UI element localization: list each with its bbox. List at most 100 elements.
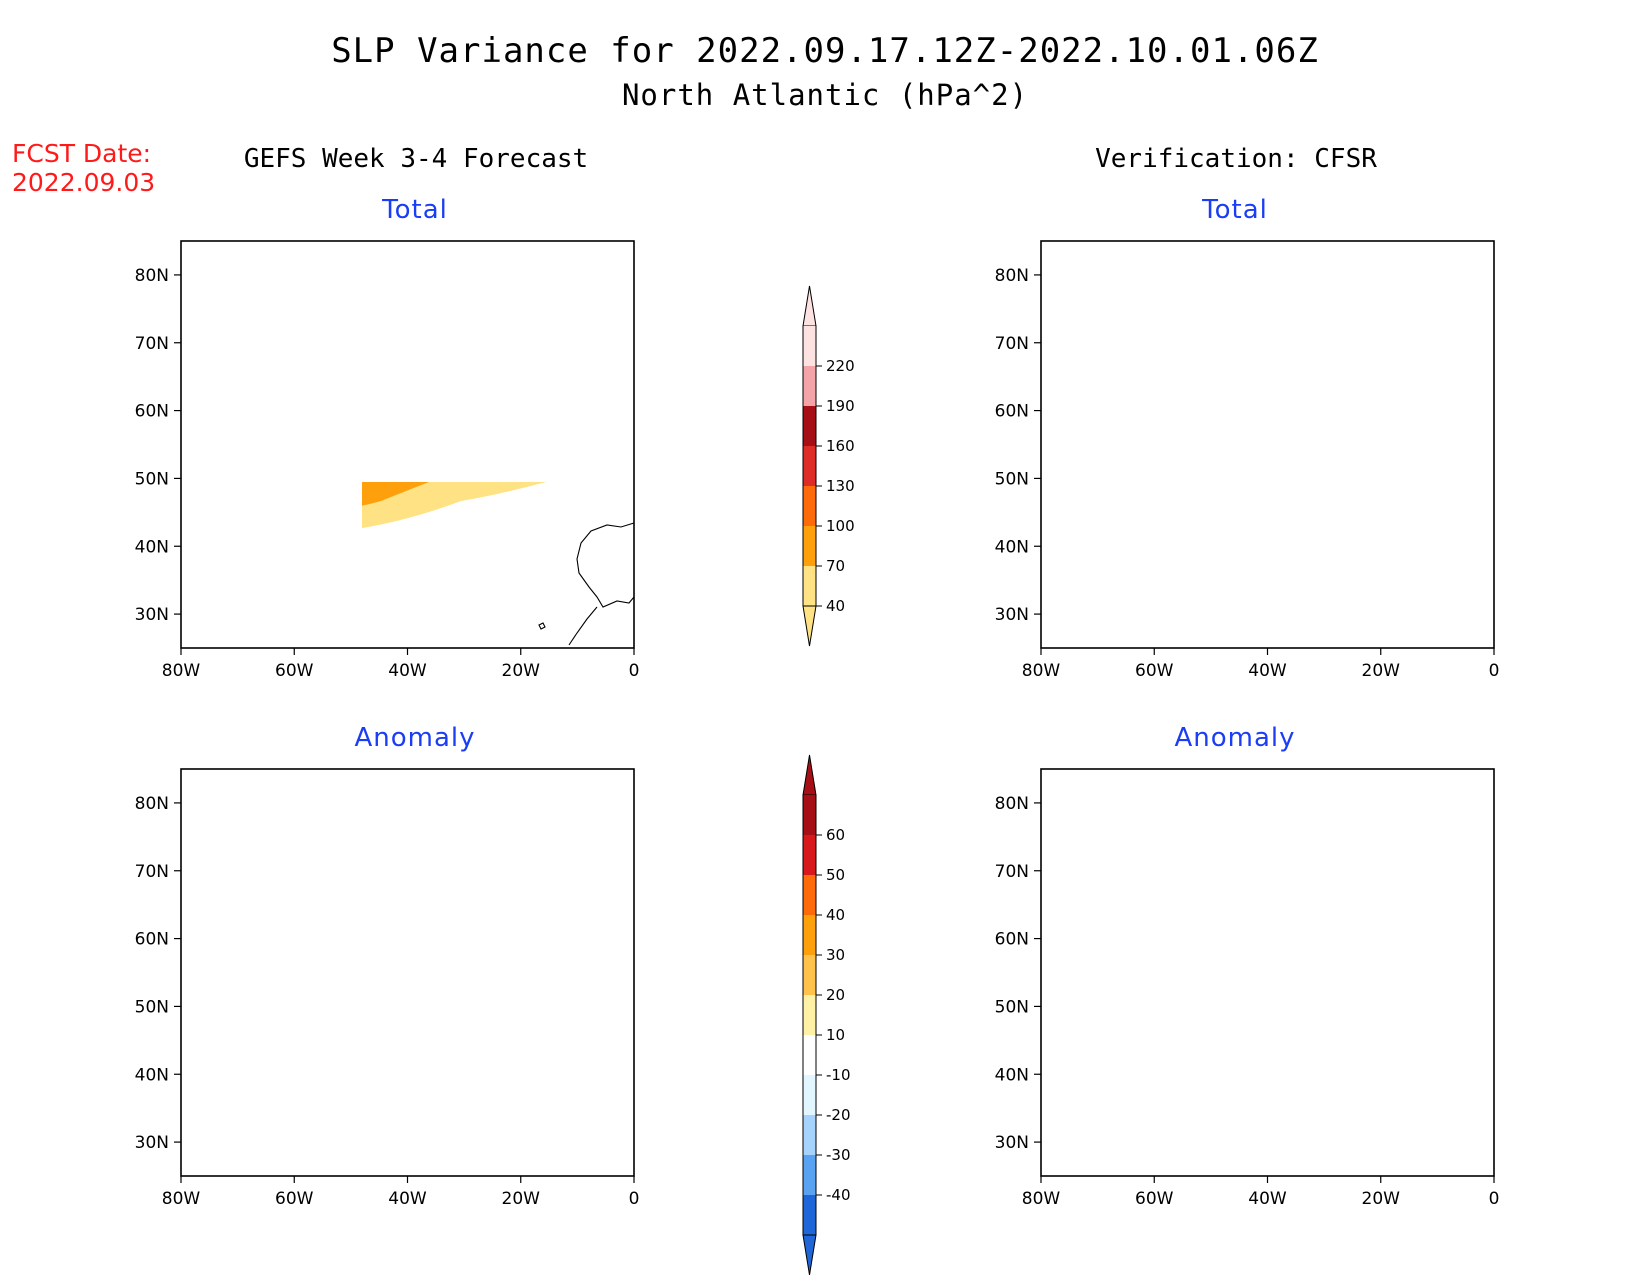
- map-panel-gefs-anomaly: Anomaly: [181, 723, 634, 1176]
- colorbar-label: 70: [826, 557, 845, 575]
- lat-tick-label: 40N: [995, 1065, 1029, 1085]
- panel-axes: 80W 60W 40W 20W 0 80N 70N 60N 50N 40N 30N: [995, 240, 1500, 681]
- colorbar-segment: [803, 446, 816, 486]
- map-background: [1041, 769, 1494, 1176]
- lat-tick-label: 40N: [135, 1065, 169, 1085]
- panel-axes: 80W 60W 40W 20W 0 80N 70N 60N 50N 40N 30N: [995, 768, 1500, 1209]
- lat-tick-label: 70N: [995, 862, 1029, 882]
- lon-tick-label: 0: [1489, 661, 1500, 681]
- lon-tick-label: 60W: [275, 1189, 314, 1209]
- column-title-left: GEFS Week 3-4 Forecast: [244, 144, 588, 174]
- lon-tick-label: 80W: [162, 1189, 201, 1209]
- lat-tick-label: 60N: [135, 402, 169, 422]
- map-panel-cfsr-anomaly: Anomaly: [1041, 723, 1494, 1176]
- colorbar-segment: [803, 1115, 816, 1155]
- lat-tick-label: 80N: [135, 794, 169, 814]
- main-subtitle: North Atlantic (hPa^2): [622, 78, 1028, 112]
- map-background: [181, 241, 634, 648]
- lon-tick-label: 60W: [1135, 1189, 1174, 1209]
- lat-tick-label: 60N: [995, 402, 1029, 422]
- colorbar-segment: [803, 835, 816, 875]
- map-panel-gefs-total: Total: [181, 195, 635, 648]
- colorbar-segment: [803, 1035, 816, 1075]
- colorbar-segment: [803, 326, 816, 366]
- panel-title: Anomaly: [354, 723, 475, 753]
- lon-tick-label: 0: [1489, 1189, 1500, 1209]
- colorbar-label: 20: [826, 986, 845, 1004]
- colorbar-segment: [803, 1155, 816, 1195]
- colorbar-segment: [803, 795, 816, 835]
- lon-tick-label: 40W: [1248, 661, 1287, 681]
- lat-tick-label: 60N: [995, 930, 1029, 950]
- lon-tick-label: 20W: [502, 661, 541, 681]
- lat-tick-label: 50N: [995, 469, 1029, 489]
- colorbar-arrow-top: [802, 754, 817, 796]
- column-title-right: Verification: CFSR: [1095, 144, 1377, 174]
- colorbar-arrow-top: [802, 285, 817, 327]
- contour-40: [362, 482, 547, 529]
- colorbar-segment: [803, 1195, 816, 1235]
- colorbar-label: 220: [826, 357, 855, 375]
- lat-tick-label: 80N: [995, 266, 1029, 286]
- colorbar-segment: [803, 566, 816, 606]
- colorbar-label: 50: [826, 866, 845, 884]
- panel-title: Total: [381, 195, 448, 225]
- colorbar-label: 30: [826, 946, 845, 964]
- map-panel-cfsr-total: Total: [1041, 195, 1494, 648]
- colorbar-label: -40: [826, 1186, 851, 1204]
- lat-tick-label: 70N: [135, 334, 169, 354]
- fcst-date-value: 2022.09.03: [12, 168, 155, 197]
- lon-tick-label: 80W: [1022, 1189, 1061, 1209]
- colorbar-segment: [803, 915, 816, 955]
- fcst-date-label: FCST Date:: [12, 139, 151, 168]
- lat-tick-label: 30N: [995, 1133, 1029, 1153]
- lat-tick-label: 50N: [995, 997, 1029, 1017]
- lon-tick-label: 0: [629, 661, 640, 681]
- colorbar-arrow-bottom: [802, 1234, 817, 1275]
- lat-tick-label: 50N: [135, 469, 169, 489]
- contour-70: [362, 482, 430, 506]
- panel-title: Total: [1201, 195, 1268, 225]
- lat-tick-label: 80N: [995, 794, 1029, 814]
- lon-tick-label: 60W: [275, 661, 314, 681]
- colorbar-segment: [803, 366, 816, 406]
- lon-tick-label: 80W: [1022, 661, 1061, 681]
- colorbar-label: -10: [826, 1066, 851, 1084]
- lon-tick-label: 20W: [1362, 661, 1401, 681]
- colorbar-label: 10: [826, 1026, 845, 1044]
- lat-tick-label: 80N: [135, 266, 169, 286]
- panel-axes: 80W 60W 40W 20W 0 80N 70N 60N 50N 40N 30N: [135, 240, 640, 681]
- lon-tick-label: 20W: [502, 1189, 541, 1209]
- lat-tick-label: 70N: [995, 334, 1029, 354]
- colorbar-segment: [803, 406, 816, 446]
- lon-tick-label: 40W: [388, 1189, 427, 1209]
- lon-tick-label: 40W: [1248, 1189, 1287, 1209]
- lat-tick-label: 70N: [135, 862, 169, 882]
- colorbar-label: 60: [826, 826, 845, 844]
- lon-tick-label: 40W: [388, 661, 427, 681]
- contour-fills: [362, 482, 635, 646]
- lat-tick-label: 40N: [995, 537, 1029, 557]
- map-background: [1041, 241, 1494, 648]
- lat-tick-label: 30N: [995, 605, 1029, 625]
- colorbar-segment: [803, 995, 816, 1035]
- main-title: SLP Variance for 2022.09.17.12Z-2022.10.…: [331, 31, 1319, 71]
- lat-tick-label: 50N: [135, 997, 169, 1017]
- colorbar-label: 40: [826, 906, 845, 924]
- colorbar-arrow-bottom: [802, 605, 817, 647]
- lat-tick-label: 30N: [135, 1133, 169, 1153]
- lat-tick-label: 60N: [135, 930, 169, 950]
- lon-tick-label: 60W: [1135, 661, 1174, 681]
- colorbar-segment: [803, 955, 816, 995]
- lat-tick-label: 30N: [135, 605, 169, 625]
- colorbar-label: 190: [826, 397, 855, 415]
- map-background: [181, 769, 634, 1176]
- colorbar-segment: [803, 1075, 816, 1115]
- colorbar-segment: [803, 875, 816, 915]
- colorbar-total: 220 190 160 130 100 70 40: [802, 285, 855, 647]
- colorbar-label: 160: [826, 437, 855, 455]
- colorbar-label: 100: [826, 517, 855, 535]
- panel-axes: 80W 60W 40W 20W 0 80N 70N 60N 50N 40N 30N: [135, 768, 639, 1209]
- colorbar-label: 40: [826, 597, 845, 615]
- colorbar-segment: [803, 526, 816, 566]
